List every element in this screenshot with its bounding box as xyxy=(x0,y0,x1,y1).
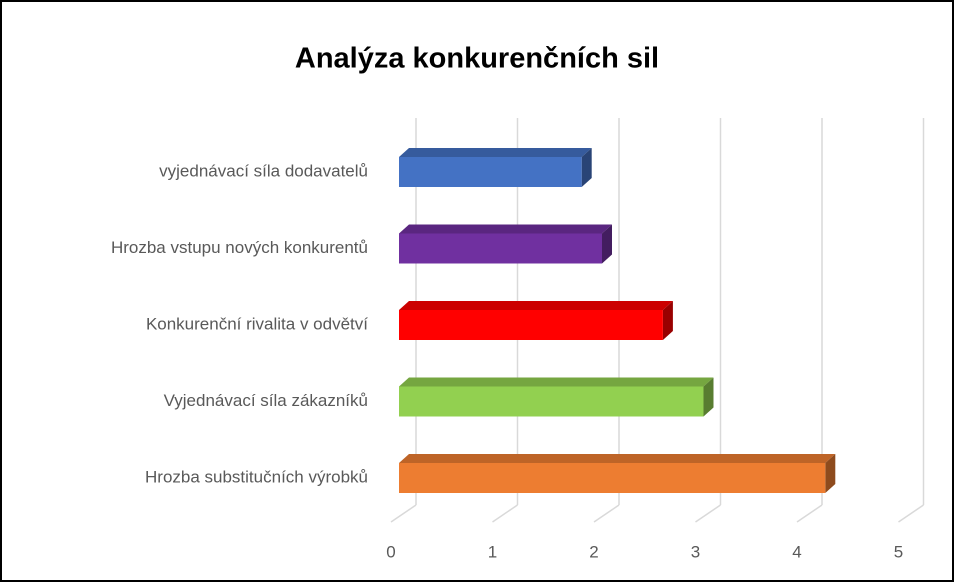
grid-floor-line xyxy=(796,504,823,523)
bar-top xyxy=(399,454,836,463)
bar-top xyxy=(399,224,612,234)
bar-top xyxy=(399,377,714,387)
grid-floor-line xyxy=(898,504,924,523)
grid-floor-line xyxy=(492,504,518,523)
x-tick-label: 5 xyxy=(894,542,903,561)
bar-top xyxy=(399,148,592,157)
x-tick-label: 2 xyxy=(589,542,598,561)
bar xyxy=(399,463,826,493)
x-tick-label: 4 xyxy=(792,542,801,561)
x-tick-label: 3 xyxy=(691,542,700,561)
chart-title: Analýza konkurenčních sil xyxy=(295,43,659,75)
bar-side xyxy=(602,224,612,264)
grid-floor-line xyxy=(390,504,417,523)
grid-floor-line xyxy=(695,504,721,523)
x-tick-label: 1 xyxy=(488,542,497,561)
bar-side xyxy=(581,148,592,187)
bar-top xyxy=(399,301,673,310)
bar-side xyxy=(703,377,714,417)
y-tick-label: vyjednávací síla dodavatelů xyxy=(159,161,368,180)
bar xyxy=(399,386,704,417)
bar xyxy=(399,310,663,340)
x-tick-label: 0 xyxy=(386,542,395,561)
y-tick-label: Hrozba substitučních výrobků xyxy=(145,467,368,486)
bar-side xyxy=(662,301,673,340)
y-tick-label: Vyjednávací síla zákazníků xyxy=(164,391,368,410)
bar-side xyxy=(825,454,836,493)
bar xyxy=(399,233,602,264)
y-tick-label: Konkurenční rivalita v odvětví xyxy=(146,314,368,333)
y-tick-label: Hrozba vstupu nových konkurentů xyxy=(111,238,368,257)
grid-floor-line xyxy=(593,504,620,523)
bar xyxy=(399,157,582,187)
